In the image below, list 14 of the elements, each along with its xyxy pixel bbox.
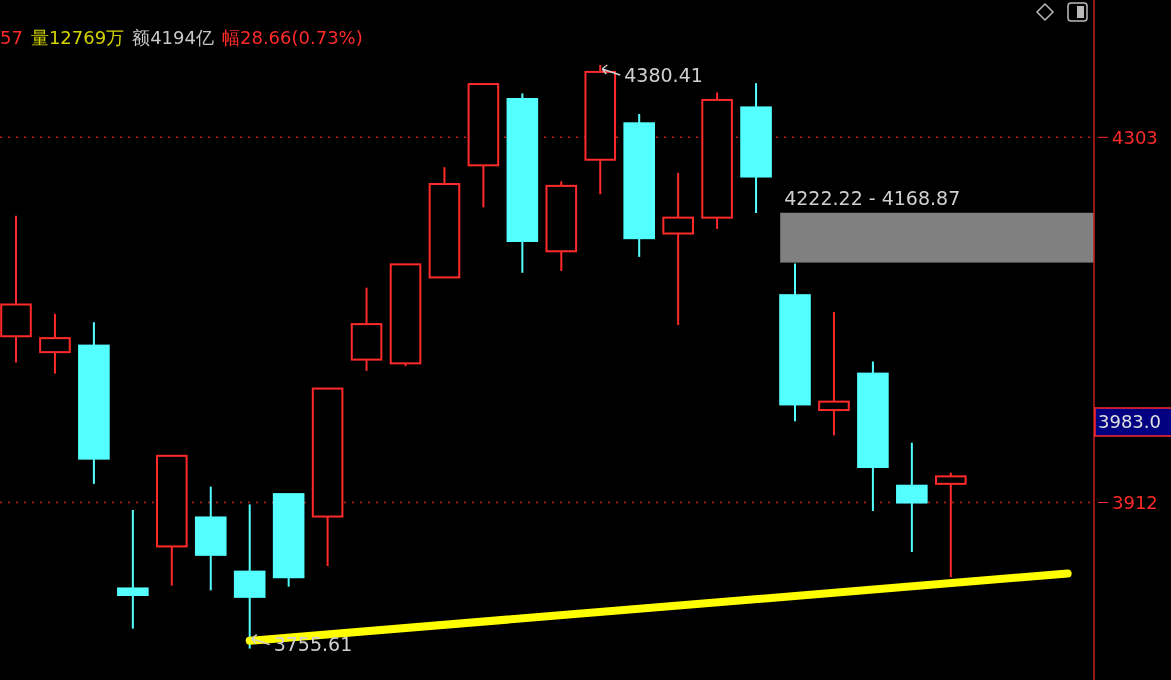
annotation: 3755.61	[273, 633, 353, 656]
candlestick	[662, 171, 694, 327]
annotation: 幅28.66(0.73%)	[221, 27, 363, 49]
annotation: 57	[0, 27, 23, 49]
y-tick-label: 4303	[1112, 126, 1158, 148]
candlestick	[117, 509, 149, 630]
annotation: 量12769万	[30, 27, 125, 49]
candlestick	[818, 310, 850, 437]
y-tick-label: 3912	[1112, 491, 1158, 513]
annotation: 额4194亿	[132, 27, 214, 49]
candlestick	[935, 471, 967, 579]
band-label: 4222.22 - 4168.87	[784, 186, 961, 209]
text: 3983.0	[1098, 411, 1161, 433]
annotation: 4380.41	[624, 63, 703, 86]
